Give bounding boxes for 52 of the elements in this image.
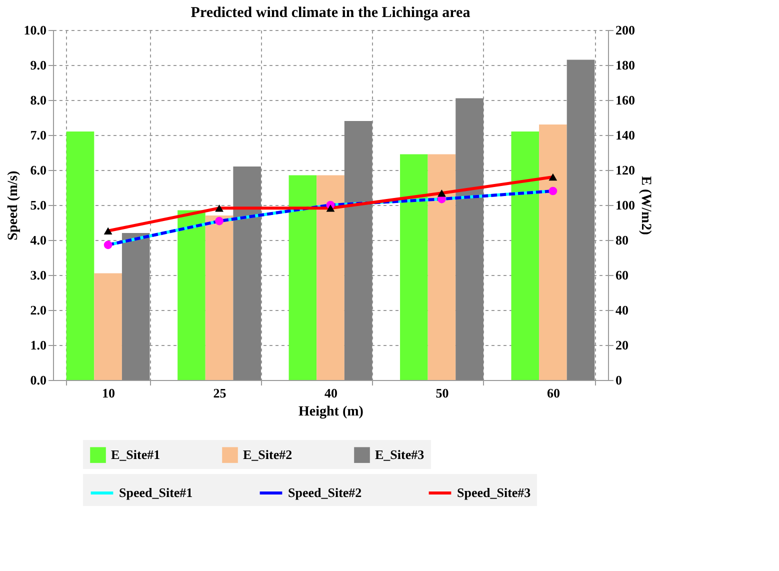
bar: [456, 98, 484, 380]
bar: [94, 273, 122, 380]
y-tick-label: 3.0: [30, 268, 46, 282]
legend-label: Speed_Site#2: [288, 485, 362, 500]
legend-label: E_Site#2: [243, 447, 292, 462]
y2-tick-label: 60: [616, 268, 628, 282]
y2-tick-label: 200: [616, 22, 635, 38]
y-tick-label: 7.0: [30, 128, 46, 142]
y-tick-label: 8.0: [30, 92, 46, 108]
bar: [122, 233, 150, 380]
bar: [511, 132, 540, 380]
bar: [400, 154, 428, 380]
bar: [566, 60, 595, 380]
bar: [316, 175, 344, 380]
y2-tick-label: 120: [616, 162, 635, 178]
y2-tick-label: 40: [616, 302, 628, 318]
x-tick-label: 10: [102, 386, 116, 400]
chart-title: Predicted wind climate in the Lichinga area: [190, 5, 471, 21]
y-tick-label: 10.0: [24, 22, 46, 38]
x-tick-label: 40: [324, 386, 338, 400]
y-tick-label: 5.0: [30, 198, 46, 212]
y2-tick-label: 0: [616, 372, 622, 388]
x-axis-title: Height (m): [298, 404, 364, 420]
y-axis-title: Speed (m/s): [6, 170, 21, 240]
y2-tick-label: 100: [616, 198, 635, 212]
y-tick-label: 4.0: [30, 232, 46, 248]
legend-label: E_Site#3: [375, 447, 425, 462]
bar: [233, 166, 261, 380]
y-tick-label: 6.0: [30, 162, 46, 178]
x-tick-label: 60: [546, 386, 560, 400]
bar: [205, 216, 234, 380]
y2-tick-label: 80: [616, 232, 628, 248]
bar: [344, 121, 372, 380]
legend-label: Speed_Site#1: [119, 485, 193, 500]
legend-label: Speed_Site#3: [457, 485, 532, 500]
y2-tick-label: 180: [616, 58, 635, 72]
bar: [288, 175, 317, 380]
y-tick-label: 2.0: [30, 302, 46, 318]
y-tick-label: 0.0: [30, 372, 46, 388]
y-tick-label: 1.0: [30, 338, 46, 352]
y2-tick-label: 20: [616, 338, 628, 352]
bar: [178, 210, 206, 380]
y2-tick-label: 160: [616, 92, 635, 108]
legend-label: E_Site#1: [111, 447, 160, 462]
y2-axis-title: E (W/m2): [638, 176, 653, 236]
y2-tick-label: 140: [616, 128, 635, 142]
bar: [539, 124, 567, 380]
x-tick-label: 25: [213, 386, 227, 400]
y-tick-label: 9.0: [30, 58, 46, 72]
x-tick-label: 50: [436, 386, 449, 400]
bar: [428, 154, 456, 380]
bar: [66, 132, 94, 380]
